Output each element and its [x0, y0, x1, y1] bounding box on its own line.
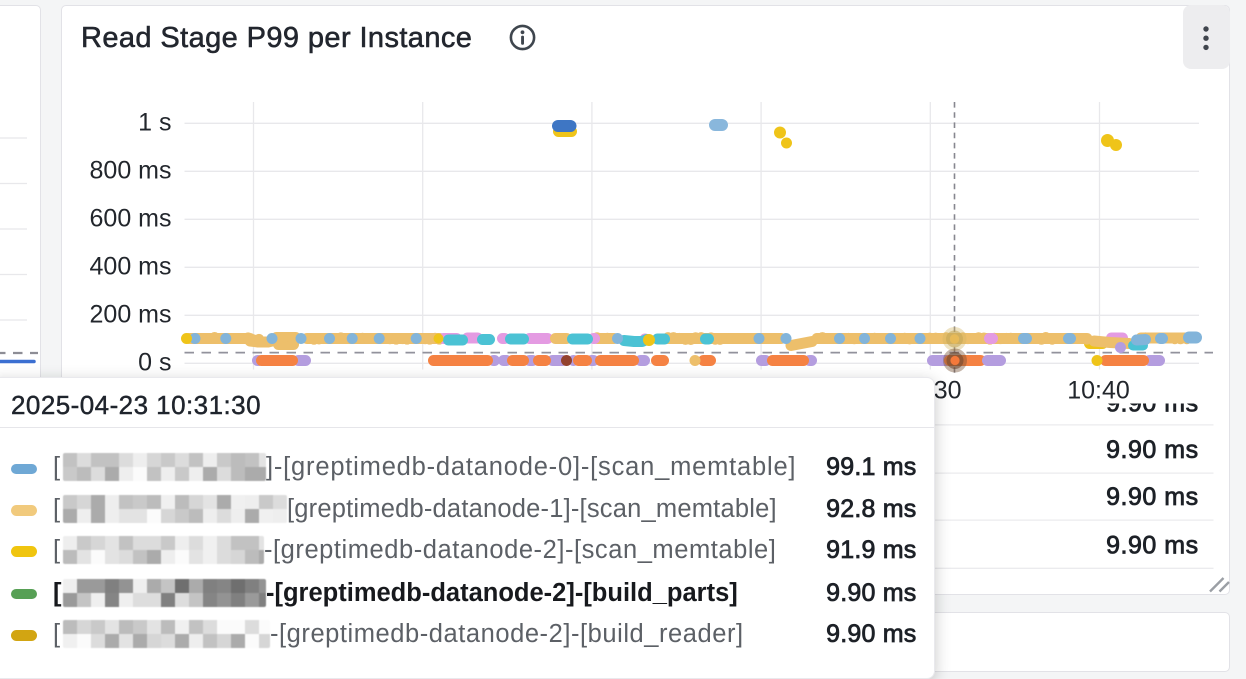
svg-text:400 ms: 400 ms — [90, 252, 172, 280]
svg-text:9.90 ms: 9.90 ms — [1106, 436, 1198, 464]
svg-text:1 s: 1 s — [138, 108, 171, 136]
svg-text:600 ms: 600 ms — [90, 204, 172, 232]
svg-text:800 ms: 800 ms — [90, 156, 172, 184]
svg-text:9.90 ms: 9.90 ms — [1106, 483, 1198, 511]
svg-text:9.90 ms: 9.90 ms — [1106, 390, 1198, 418]
svg-text:10:40: 10:40 — [1067, 377, 1130, 405]
svg-text:0 s: 0 s — [138, 348, 171, 376]
svg-text:200 ms: 200 ms — [90, 300, 172, 328]
svg-text:9.90 ms: 9.90 ms — [1106, 531, 1198, 559]
